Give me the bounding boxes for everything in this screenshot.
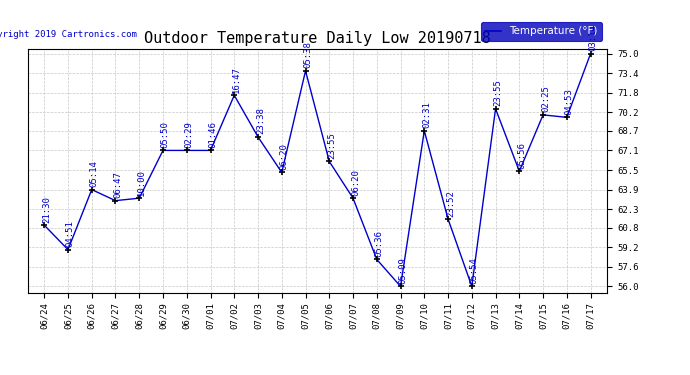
Text: 02:31: 02:31: [422, 102, 431, 128]
Temperature (°F): [183, 148, 191, 153]
Temperature (°F): [444, 217, 452, 221]
Temperature (°F): [562, 115, 571, 120]
Temperature (°F): [420, 129, 428, 133]
Text: 16:47: 16:47: [232, 66, 241, 93]
Text: 04:53: 04:53: [564, 88, 573, 115]
Temperature (°F): [325, 159, 333, 164]
Text: 02:29: 02:29: [185, 121, 194, 148]
Temperature (°F): [396, 284, 404, 289]
Title: Outdoor Temperature Daily Low 20190718: Outdoor Temperature Daily Low 20190718: [144, 31, 491, 46]
Temperature (°F): [159, 148, 167, 153]
Text: 05:09: 05:09: [398, 257, 407, 284]
Temperature (°F): [64, 248, 72, 252]
Text: 06:20: 06:20: [351, 169, 360, 196]
Temperature (°F): [135, 196, 144, 200]
Temperature (°F): [88, 188, 96, 192]
Text: 03:14: 03:14: [589, 24, 598, 51]
Text: 05:54: 05:54: [470, 257, 479, 284]
Text: 05:50: 05:50: [161, 121, 170, 148]
Text: 05:56: 05:56: [518, 142, 526, 169]
Text: 23:52: 23:52: [446, 190, 455, 216]
Temperature (°F): [515, 169, 524, 174]
Temperature (°F): [277, 170, 286, 175]
Text: 05:36: 05:36: [375, 230, 384, 257]
Temperature (°F): [230, 93, 239, 98]
Text: 05:14: 05:14: [90, 160, 99, 187]
Temperature (°F): [206, 148, 215, 153]
Text: 05:38: 05:38: [304, 42, 313, 68]
Temperature (°F): [373, 257, 381, 262]
Text: 04:51: 04:51: [66, 220, 75, 247]
Temperature (°F): [254, 135, 262, 139]
Text: 23:55: 23:55: [327, 132, 336, 159]
Temperature (°F): [40, 223, 48, 227]
Temperature (°F): [491, 106, 500, 111]
Temperature (°F): [349, 196, 357, 200]
Text: 10:00: 10:00: [137, 169, 146, 196]
Text: 21:30: 21:30: [42, 196, 51, 223]
Text: 02:25: 02:25: [541, 86, 550, 112]
Text: 01:46: 01:46: [208, 121, 217, 148]
Text: Copyright 2019 Cartronics.com: Copyright 2019 Cartronics.com: [0, 30, 137, 39]
Text: 23:55: 23:55: [493, 80, 502, 106]
Temperature (°F): [539, 112, 547, 117]
Text: 06:47: 06:47: [113, 171, 122, 198]
Line: Temperature (°F): Temperature (°F): [44, 54, 591, 286]
Temperature (°F): [111, 198, 119, 203]
Temperature (°F): [302, 69, 310, 73]
Temperature (°F): [468, 284, 476, 289]
Legend: Temperature (°F): Temperature (°F): [482, 22, 602, 40]
Temperature (°F): [586, 51, 595, 56]
Text: 23:38: 23:38: [256, 108, 265, 135]
Text: 06:20: 06:20: [279, 143, 288, 170]
